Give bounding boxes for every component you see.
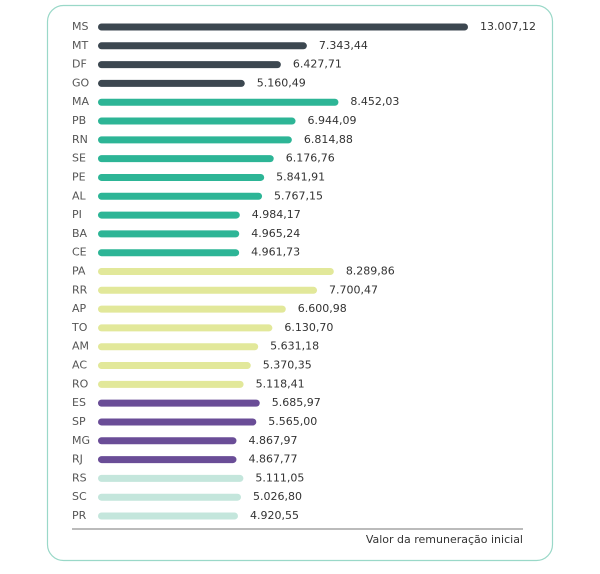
category-label: PI (72, 208, 82, 221)
value-label: 4.867,77 (248, 453, 297, 466)
value-label: 6.427,71 (293, 58, 342, 71)
bar (98, 79, 245, 87)
value-label: 4.920,55 (250, 509, 299, 522)
bar (98, 192, 263, 200)
bar (98, 230, 240, 238)
bar (98, 61, 281, 69)
category-label: AC (72, 359, 87, 372)
bar (98, 42, 307, 50)
bar (98, 136, 292, 144)
bar (98, 23, 468, 31)
category-label: BA (72, 227, 88, 240)
category-label: MA (72, 95, 89, 108)
value-label: 6.814,88 (304, 133, 353, 146)
category-label: AL (72, 189, 87, 202)
bar (98, 305, 286, 313)
bar (98, 98, 339, 106)
bar (98, 474, 244, 482)
bar (98, 286, 318, 294)
category-label: AP (72, 302, 87, 315)
value-label: 8.289,86 (346, 265, 395, 278)
value-label: 5.118,41 (256, 377, 305, 390)
category-label: MS (72, 20, 88, 33)
category-label: PR (72, 509, 87, 522)
value-label: 4.867,97 (248, 434, 297, 447)
value-label: 5.370,35 (263, 359, 312, 372)
bar (98, 155, 274, 163)
value-label: 5.631,18 (270, 340, 319, 353)
value-label: 5.026,80 (253, 490, 302, 503)
value-label: 6.130,70 (284, 321, 333, 334)
category-label: RN (72, 133, 88, 146)
category-label: AM (72, 340, 89, 353)
value-label: 4.984,17 (252, 208, 301, 221)
bar (98, 437, 237, 445)
bar (98, 324, 273, 332)
value-label: 8.452,03 (350, 95, 399, 108)
category-label: SP (72, 415, 86, 428)
category-label: PA (72, 265, 86, 278)
bar (98, 173, 265, 181)
category-label: SE (72, 152, 86, 165)
value-label: 4.961,73 (251, 246, 300, 259)
category-label: GO (72, 76, 90, 89)
category-label: PE (72, 170, 86, 183)
bar (98, 268, 334, 275)
value-label: 13.007,12 (480, 20, 536, 33)
bar (98, 418, 257, 426)
value-label: 6.600,98 (298, 302, 347, 315)
category-label: RO (72, 377, 89, 390)
category-label: RS (72, 471, 87, 484)
bar (98, 249, 240, 257)
value-label: 5.841,91 (276, 170, 325, 183)
value-label: 6.176,76 (286, 152, 335, 165)
category-label: RJ (72, 453, 83, 466)
value-label: 7.343,44 (319, 39, 368, 52)
value-label: 4.965,24 (251, 227, 300, 240)
value-label: 5.767,15 (274, 189, 323, 202)
category-label: MT (72, 39, 88, 52)
value-label: 5.160,49 (257, 76, 306, 89)
value-label: 7.700,47 (329, 283, 378, 296)
bar (98, 211, 240, 219)
value-label: 5.111,05 (255, 471, 304, 484)
x-axis-label: Valor da remuneração inicial (366, 533, 523, 546)
category-label: DF (72, 58, 87, 71)
bar (98, 456, 237, 464)
category-label: TO (71, 321, 88, 334)
bar (98, 362, 251, 370)
bar (98, 399, 260, 407)
value-label: 5.685,97 (272, 396, 321, 409)
bar (98, 493, 241, 501)
value-label: 5.565,00 (268, 415, 317, 428)
category-label: ES (72, 396, 86, 409)
category-label: CE (72, 246, 87, 259)
bar (98, 380, 244, 388)
bar (98, 343, 259, 351)
category-label: SC (72, 490, 87, 503)
bar (98, 512, 238, 520)
bar (98, 117, 296, 125)
value-label: 6.944,09 (308, 114, 357, 127)
category-label: RR (72, 283, 88, 296)
category-label: MG (72, 434, 90, 447)
category-label: PB (72, 114, 86, 127)
